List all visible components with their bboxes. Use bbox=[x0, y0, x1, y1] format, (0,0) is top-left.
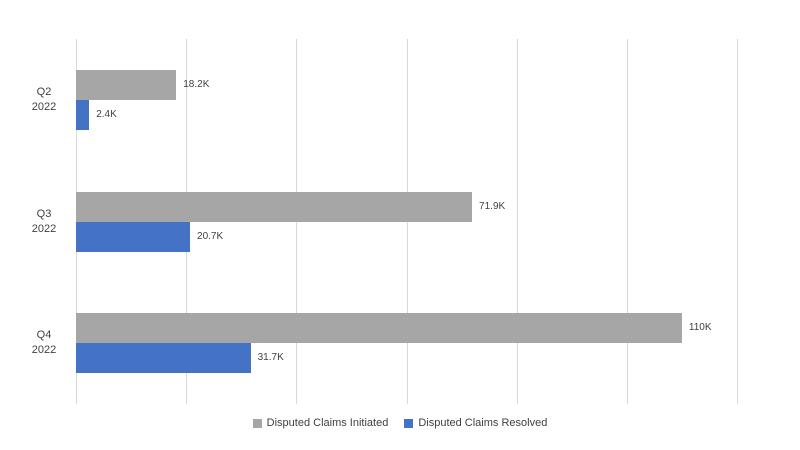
category-label-line: 2022 bbox=[31, 222, 57, 235]
bar-q3-2022-disputed-claims-initiated bbox=[76, 191, 473, 222]
gridline bbox=[626, 39, 628, 404]
category-label-line: Q2 bbox=[36, 85, 52, 98]
legend-item-disputed-claims-initiated: Disputed Claims Initiated bbox=[252, 417, 389, 429]
gridline bbox=[406, 39, 408, 404]
category-label-q3-2022: Q3 2022 bbox=[20, 207, 68, 237]
bar-q3-2022-disputed-claims-resolved bbox=[76, 221, 191, 252]
bar-q4-2022-disputed-claims-initiated bbox=[76, 313, 682, 344]
data-label-q4-2022-disputed-claims-resolved: 31.7K bbox=[257, 352, 284, 364]
bar-q2-2022-disputed-claims-initiated bbox=[76, 69, 177, 100]
data-label-q2-2022-disputed-claims-initiated: 18.2K bbox=[183, 78, 210, 90]
gridline bbox=[296, 39, 298, 404]
gridline bbox=[737, 39, 738, 404]
category-label-line: Q4 bbox=[36, 329, 52, 342]
category-label-q2-2022: Q2 2022 bbox=[20, 85, 68, 115]
category-label-line: 2022 bbox=[31, 344, 57, 357]
category-label-line: Q3 bbox=[36, 207, 52, 220]
category-label-line: 2022 bbox=[31, 100, 57, 113]
legend-label-initiated: Disputed Claims Initiated bbox=[266, 417, 389, 429]
data-label-q4-2022-disputed-claims-initiated: 110K bbox=[688, 322, 712, 334]
data-label-q3-2022-disputed-claims-resolved: 20.7K bbox=[197, 230, 224, 242]
legend-label-resolved: Disputed Claims Resolved bbox=[418, 417, 548, 429]
legend-item-disputed-claims-resolved: Disputed Claims Resolved bbox=[404, 417, 547, 429]
gridline bbox=[516, 39, 518, 404]
data-label-q3-2022-disputed-claims-initiated: 71.9K bbox=[479, 200, 506, 212]
legend-marker-initiated-icon bbox=[252, 418, 262, 428]
category-label-q4-2022: Q4 2022 bbox=[20, 328, 68, 358]
legend-marker-resolved-icon bbox=[404, 418, 414, 428]
bar-q4-2022-disputed-claims-resolved bbox=[76, 343, 251, 374]
legend: Disputed Claims Initiated Disputed Claim… bbox=[0, 417, 800, 429]
bar-q2-2022-disputed-claims-resolved bbox=[76, 99, 90, 130]
data-label-q2-2022-disputed-claims-resolved: 2.4K bbox=[96, 108, 117, 120]
